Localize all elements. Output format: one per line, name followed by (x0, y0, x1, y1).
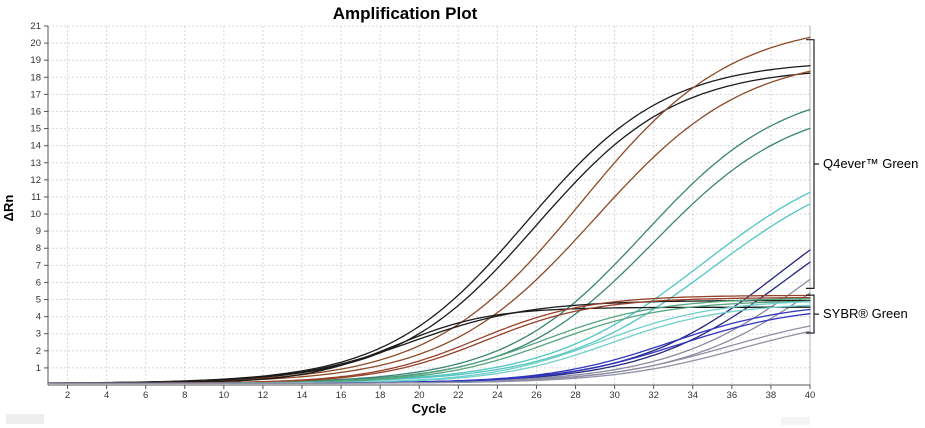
y-axis-label: ΔRn (1, 195, 16, 222)
y-tick-label: 4 (36, 312, 41, 323)
y-tick-label: 8 (36, 243, 41, 254)
y-tick-label: 10 (30, 209, 41, 220)
y-tick-label: 19 (30, 55, 41, 66)
y-tick-label: 11 (31, 192, 41, 203)
x-tick-label: 36 (727, 390, 738, 401)
x-tick-label: 12 (258, 390, 269, 401)
x-tick-label: 10 (219, 390, 230, 401)
grid-layer (48, 25, 811, 385)
x-tick-label: 4 (104, 390, 109, 401)
x-tick-label: 20 (414, 390, 425, 401)
y-tick-label: 9 (36, 226, 41, 237)
x-tick-label: 34 (687, 390, 698, 401)
x-tick-label: 6 (143, 390, 148, 401)
y-tick-label: 13 (30, 158, 41, 169)
y-tick-label: 16 (30, 106, 41, 117)
curve-q4ever-teal-rep2 (47, 127, 811, 384)
bracket-label-sybr-green: SYBR® Green (823, 306, 908, 321)
y-tick-label: 18 (30, 72, 41, 83)
y-tick-label: 2 (36, 346, 41, 357)
x-tick-label: 14 (297, 390, 308, 401)
curve-q4ever-cyan-rep1 (47, 191, 811, 384)
curve-q4ever-black-rep2 (47, 72, 811, 384)
curve-sybr-gray-rep2 (47, 330, 811, 384)
y-tick-label: 12 (30, 175, 41, 186)
x-tick-label: 26 (531, 390, 542, 401)
y-tick-label: 5 (36, 295, 41, 306)
x-tick-label: 2 (65, 390, 70, 401)
x-tick-label: 8 (182, 390, 187, 401)
y-tick-label: 20 (30, 38, 41, 49)
x-tick-label: 30 (609, 390, 620, 401)
y-tick-label: 21 (30, 21, 41, 32)
x-tick-label: 24 (492, 390, 503, 401)
y-tick-label: 14 (30, 141, 41, 152)
annotation-layer (806, 39, 819, 334)
x-tick-label: 38 (766, 390, 777, 401)
y-tick-label: 3 (36, 329, 41, 340)
bracket-sybr-green (806, 294, 819, 334)
bracket-label-q4ever-green: Q4ever™ Green (823, 156, 918, 171)
y-tick-label: 17 (30, 89, 41, 100)
curve-q4ever-teal-rep1 (47, 108, 811, 384)
corner-artifact-right (781, 417, 810, 425)
y-tick-label: 1 (36, 363, 41, 374)
chart-title: Amplification Plot (333, 4, 478, 23)
curve-sybr-black-rep2 (47, 299, 811, 384)
x-tick-label: 32 (648, 390, 659, 401)
x-tick-label: 18 (375, 390, 386, 401)
x-tick-label: 16 (336, 390, 347, 401)
y-tick-label: 15 (30, 124, 41, 135)
y-tick-label: 7 (36, 260, 41, 271)
series-layer (47, 36, 811, 384)
corner-artifact-left (6, 414, 44, 424)
x-tick-label: 28 (570, 390, 581, 401)
y-tick-label: 6 (36, 277, 41, 288)
x-tick-label: 22 (453, 390, 464, 401)
x-tick-label: 40 (805, 390, 816, 401)
bracket-q4ever-green (806, 39, 819, 289)
curve-sybr-cyan-rep1 (47, 301, 811, 384)
x-axis-label: Cycle (412, 401, 447, 416)
